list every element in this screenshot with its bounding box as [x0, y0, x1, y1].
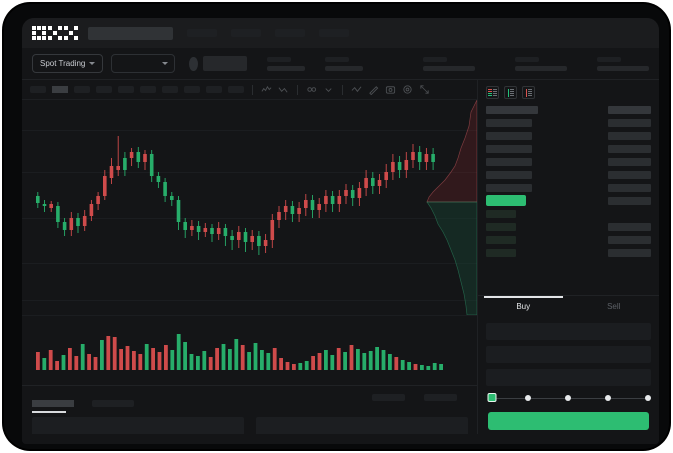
stat-turnover: [515, 56, 567, 71]
orderbook-bid-row[interactable]: [486, 220, 651, 233]
last-price: [202, 56, 247, 71]
tab-order-history[interactable]: [92, 400, 135, 407]
tab-sell[interactable]: Sell: [607, 302, 621, 311]
submit-buy-button[interactable]: [488, 412, 649, 430]
pencil-icon[interactable]: [368, 84, 379, 95]
app-screen: Spot Trading: [22, 18, 659, 444]
buy-sell-tabs: Buy Sell: [478, 295, 659, 317]
orderbook-rows[interactable]: [478, 103, 659, 295]
price-field[interactable]: [486, 346, 651, 363]
stat-change: [267, 56, 305, 71]
nav-item-trade[interactable]: [231, 29, 261, 37]
orderbook-ask-row[interactable]: [486, 155, 651, 168]
toolbar-divider: [252, 84, 253, 95]
slider-knob-50[interactable]: [565, 395, 571, 401]
orderbook-ask-row[interactable]: [486, 168, 651, 181]
timeframe-4[interactable]: [96, 86, 112, 93]
slider-knob-0[interactable]: [487, 393, 497, 402]
search-input[interactable]: [88, 26, 173, 40]
orderbook-asks-icon[interactable]: [522, 86, 535, 99]
orderbook-bid-row[interactable]: [486, 233, 651, 246]
orderbook-ask-row[interactable]: [486, 129, 651, 142]
orders-action-2[interactable]: [424, 394, 457, 401]
orderbook-ask-row[interactable]: [486, 181, 651, 194]
stat-extra: [597, 56, 649, 71]
timeframe-1[interactable]: [30, 86, 46, 93]
timeframe-8[interactable]: [184, 86, 200, 93]
device-frame: Spot Trading: [4, 4, 669, 449]
bottom-strip: [22, 434, 659, 444]
orderbook-both-icon[interactable]: [486, 86, 499, 99]
amount-slider[interactable]: [487, 392, 651, 406]
nav-item-earn[interactable]: [275, 29, 305, 37]
templates-icon[interactable]: [306, 84, 317, 95]
main-content: Buy Sell: [22, 80, 659, 444]
orderbook-bid-row[interactable]: [486, 207, 651, 220]
timeframe-3[interactable]: [74, 86, 90, 93]
toolbar-divider: [297, 84, 298, 95]
orderbook-ask-row[interactable]: [486, 142, 651, 155]
price-chart[interactable]: [22, 100, 477, 315]
orderbook-view-modes: [478, 80, 659, 103]
logo-letter-k: [48, 26, 62, 40]
fullscreen-icon[interactable]: [419, 84, 430, 95]
logo-letter-o: [32, 26, 46, 40]
trading-mode-label: Spot Trading: [40, 59, 86, 68]
settings-gear-icon[interactable]: [402, 84, 413, 95]
chart-toolbar: [22, 80, 477, 100]
trading-pair-select[interactable]: [111, 54, 175, 73]
compare-icon[interactable]: [278, 84, 289, 95]
stat-volume-24h: [423, 56, 475, 71]
stat-high: [325, 56, 363, 71]
slider-knob-25[interactable]: [525, 395, 531, 401]
chevron-down-icon: [161, 62, 168, 65]
slider-knob-75[interactable]: [605, 395, 611, 401]
amount-field[interactable]: [486, 369, 651, 386]
order-type-field[interactable]: [486, 323, 651, 340]
indicators-icon[interactable]: [261, 84, 272, 95]
timeframe-9[interactable]: [206, 86, 222, 93]
orders-action-1[interactable]: [372, 394, 405, 401]
timeframe-7[interactable]: [162, 86, 178, 93]
trading-mode-select[interactable]: Spot Trading: [32, 54, 104, 73]
camera-icon[interactable]: [385, 84, 396, 95]
chevron-down-icon: [89, 62, 96, 65]
logo-letter-x: [64, 26, 78, 40]
orderbook-mark-price-row[interactable]: [486, 194, 651, 207]
global-header: [22, 18, 659, 48]
timeframe-6[interactable]: [140, 86, 156, 93]
nav-item-more[interactable]: [319, 29, 349, 37]
okx-logo[interactable]: [32, 26, 78, 40]
volume-series: [36, 334, 443, 370]
tab-open-orders[interactable]: [32, 400, 74, 413]
coin-avatar: [188, 56, 198, 71]
timeframe-2[interactable]: [52, 86, 68, 93]
order-form: [478, 317, 659, 444]
instrument-bar: Spot Trading: [22, 48, 659, 80]
market-depth-overlay: [426, 100, 477, 315]
line-tool-icon[interactable]: [351, 84, 362, 95]
chart-column: [22, 80, 477, 444]
nav-item-markets[interactable]: [187, 29, 217, 37]
timeframe-5[interactable]: [118, 86, 134, 93]
volume-chart[interactable]: [22, 315, 477, 385]
slider-knob-100[interactable]: [645, 395, 651, 401]
chevron-down-icon[interactable]: [323, 84, 334, 95]
orderbook-bids-icon[interactable]: [504, 86, 517, 99]
candlestick-series: [36, 136, 435, 255]
timeframe-10[interactable]: [228, 86, 244, 93]
orderbook-ask-row[interactable]: [486, 116, 651, 129]
orderbook-header: [486, 103, 651, 116]
toolbar-divider: [342, 84, 343, 95]
tab-buy[interactable]: Buy: [478, 296, 569, 317]
orderbook-bid-row[interactable]: [486, 246, 651, 259]
orderbook-column: Buy Sell: [477, 80, 659, 444]
